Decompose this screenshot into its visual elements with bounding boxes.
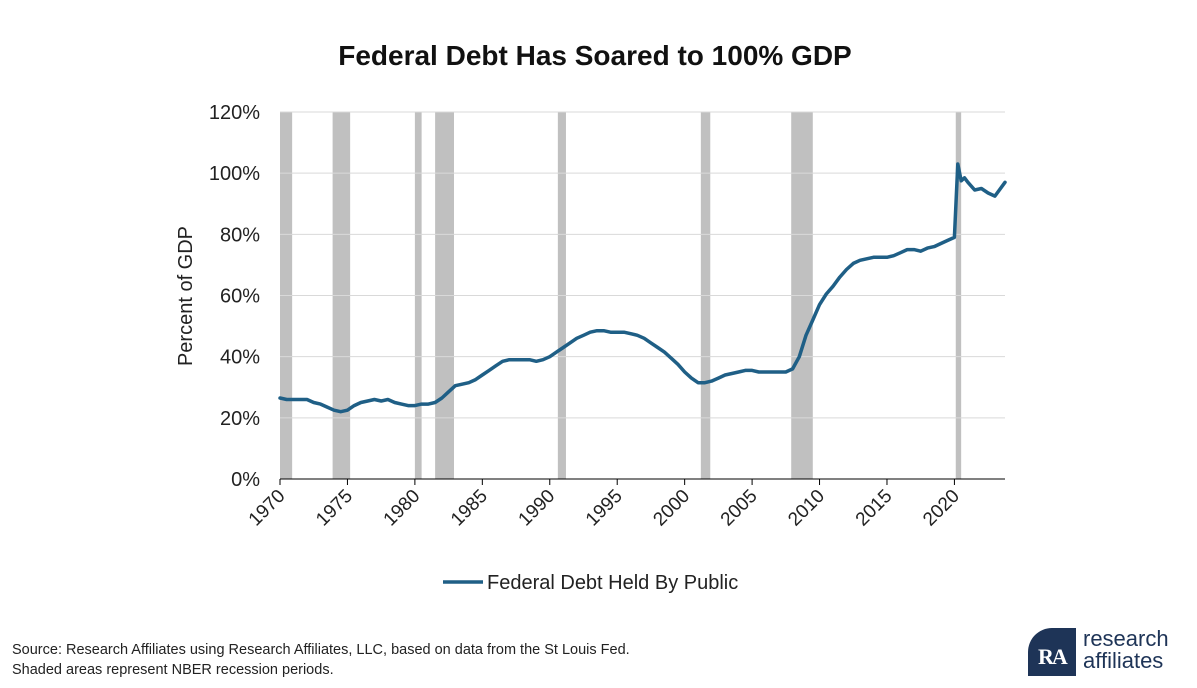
legend: Federal Debt Held By Public (443, 572, 738, 594)
legend-label: Federal Debt Held By Public (487, 572, 738, 594)
y-tick-label: 80% (220, 224, 260, 246)
x-tick-label: 1975 (312, 486, 357, 531)
x-tick-label: 1985 (447, 486, 492, 531)
y-tick-label: 60% (220, 286, 260, 308)
y-tick-label: 100% (209, 163, 260, 185)
x-tick-label: 2020 (919, 486, 964, 531)
x-tick-label: 2005 (717, 486, 762, 531)
x-tick-label: 2000 (649, 486, 694, 531)
chart: Federal Debt Has Soared to 100% GDP 0% 20… (175, 40, 1007, 594)
x-tick-label: 2010 (784, 486, 829, 531)
source-note: Source: Research Affiliates using Resear… (12, 640, 630, 680)
gridlines (280, 111, 1005, 419)
y-axis-label: Percent of GDP (175, 226, 197, 366)
y-tick-label: 120% (209, 102, 260, 124)
y-tick-label: 0% (231, 469, 260, 491)
x-tick-label: 2015 (852, 486, 897, 531)
source-line: Source: Research Affiliates using Resear… (12, 642, 630, 658)
series-line-federal-debt (278, 162, 1007, 414)
y-axis-ticks: 0% 20% 40% 60% 80% 100% 120% (209, 102, 260, 491)
x-axis: 1970 1975 1980 1985 1990 1995 2000 2005 2010 2015… (245, 478, 1005, 531)
y-tick-label: 20% (220, 408, 260, 430)
logo-line-2: affiliates (1083, 648, 1164, 673)
x-tick-label: 1970 (245, 486, 290, 531)
x-tick-label: 1990 (515, 486, 560, 531)
x-tick-label: 1995 (582, 486, 627, 531)
y-tick-label: 40% (220, 347, 260, 369)
chart-title: Federal Debt Has Soared to 100% GDP (338, 40, 852, 71)
x-tick-label: 1980 (380, 486, 425, 531)
logo-text: research affiliates (1083, 628, 1169, 672)
research-affiliates-logo: RA research affiliates (1028, 628, 1188, 676)
logo-mark-icon: RA (1028, 628, 1076, 676)
recession-note: Shaded areas represent NBER recession pe… (12, 662, 334, 678)
logo-line-1: research (1083, 626, 1169, 651)
